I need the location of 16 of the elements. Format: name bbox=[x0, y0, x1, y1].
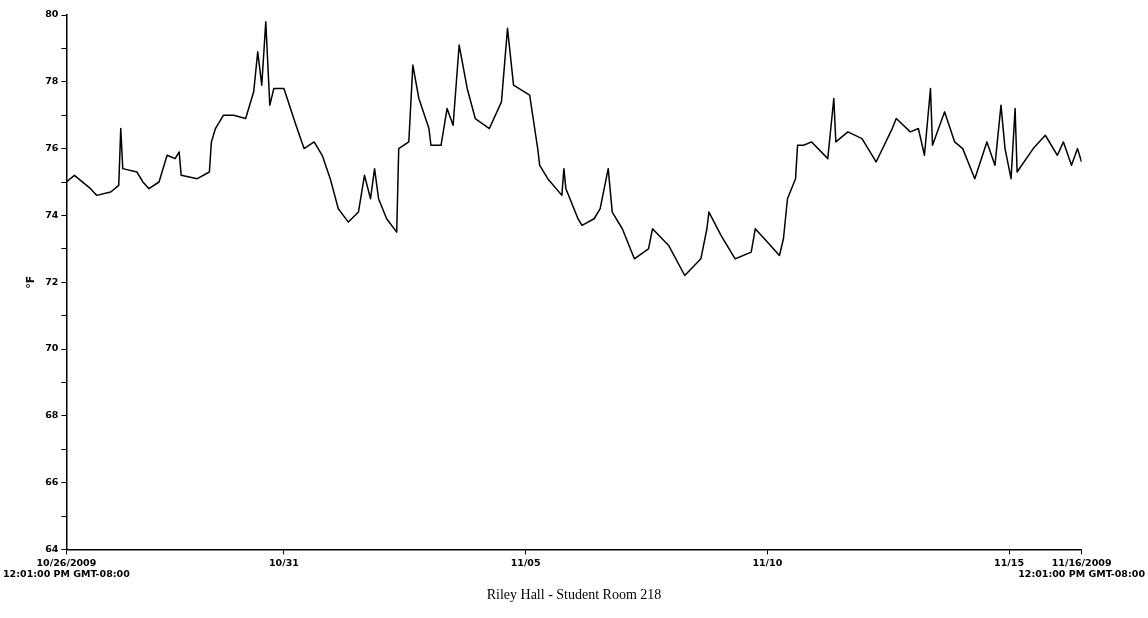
x-tick-label: 10/26/2009 12:01:00 PM GMT-08:00 bbox=[3, 556, 131, 579]
y-tick-label: 68 bbox=[45, 409, 59, 421]
y-tick-label: 70 bbox=[45, 342, 59, 354]
y-tick-label: 76 bbox=[45, 142, 59, 154]
y-tick-label: 80 bbox=[45, 8, 59, 20]
x-tick-label: 11/05 bbox=[510, 556, 541, 568]
x-tick-label: 11/15 bbox=[994, 556, 1025, 568]
x-tick-label: 11/10 bbox=[752, 556, 783, 568]
x-axis-title: Riley Hall - Student Room 218 bbox=[486, 587, 662, 603]
y-tick-label: 72 bbox=[45, 275, 59, 287]
y-tick-label: 64 bbox=[45, 542, 59, 554]
y-tick-label: 66 bbox=[45, 476, 59, 488]
x-tick-label: 10/31 bbox=[268, 556, 299, 568]
y-axis-title: °F bbox=[24, 275, 38, 289]
y-tick-label: 74 bbox=[45, 208, 59, 220]
y-tick-label: 78 bbox=[45, 75, 59, 87]
